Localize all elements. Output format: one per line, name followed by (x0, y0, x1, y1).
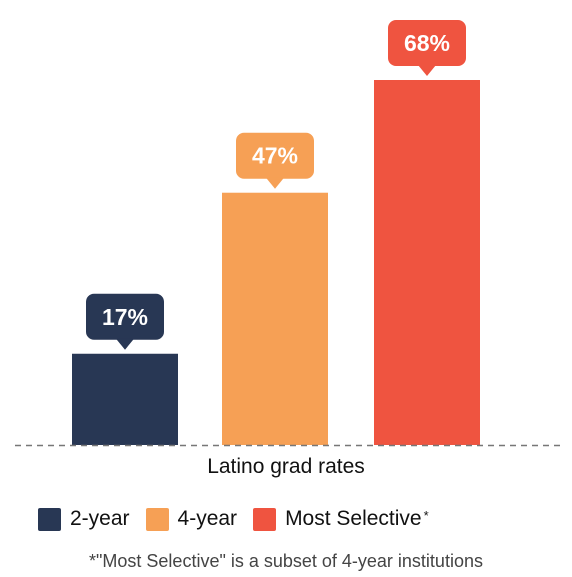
footnote: *"Most Selective" is a subset of 4-year … (89, 551, 483, 571)
legend-label-2-year: 2-year (70, 507, 130, 530)
bar-4-year (222, 192, 328, 445)
legend-asterisk: * (423, 507, 429, 523)
legend-item-4-year: 4-year (145, 507, 238, 531)
legend-label-most-selective: Most Selective (285, 507, 422, 530)
legend-swatch-most-selective (253, 507, 277, 531)
data-label-pointer-most-selective (418, 65, 436, 76)
data-label-pointer-4-year (266, 177, 284, 189)
legend-swatch-2-year (38, 507, 61, 531)
data-label-bubble-4-year (236, 132, 314, 179)
bar-2-year (72, 353, 178, 445)
data-label-most-selective: 68% (404, 30, 450, 56)
data-label-pointer-2-year (116, 338, 134, 350)
legend-item-most-selective: Most Selective * (253, 507, 429, 531)
legend-label-4-year: 4-year (177, 507, 238, 530)
legend-swatch-4-year (145, 507, 169, 531)
data-label-bubble-most-selective (388, 20, 466, 66)
bar-most-selective (374, 80, 480, 445)
legend-item-2-year: 2-year (38, 507, 130, 531)
data-label-2-year: 17% (102, 304, 148, 330)
data-label-4-year: 47% (252, 143, 298, 169)
data-label-bubble-2-year (86, 293, 164, 340)
bar-chart: 17% 47% 68% (15, 20, 565, 447)
x-axis-label: Latino grad rates (207, 455, 365, 478)
legend: 2-year 4-year Most Selective * (38, 507, 445, 531)
